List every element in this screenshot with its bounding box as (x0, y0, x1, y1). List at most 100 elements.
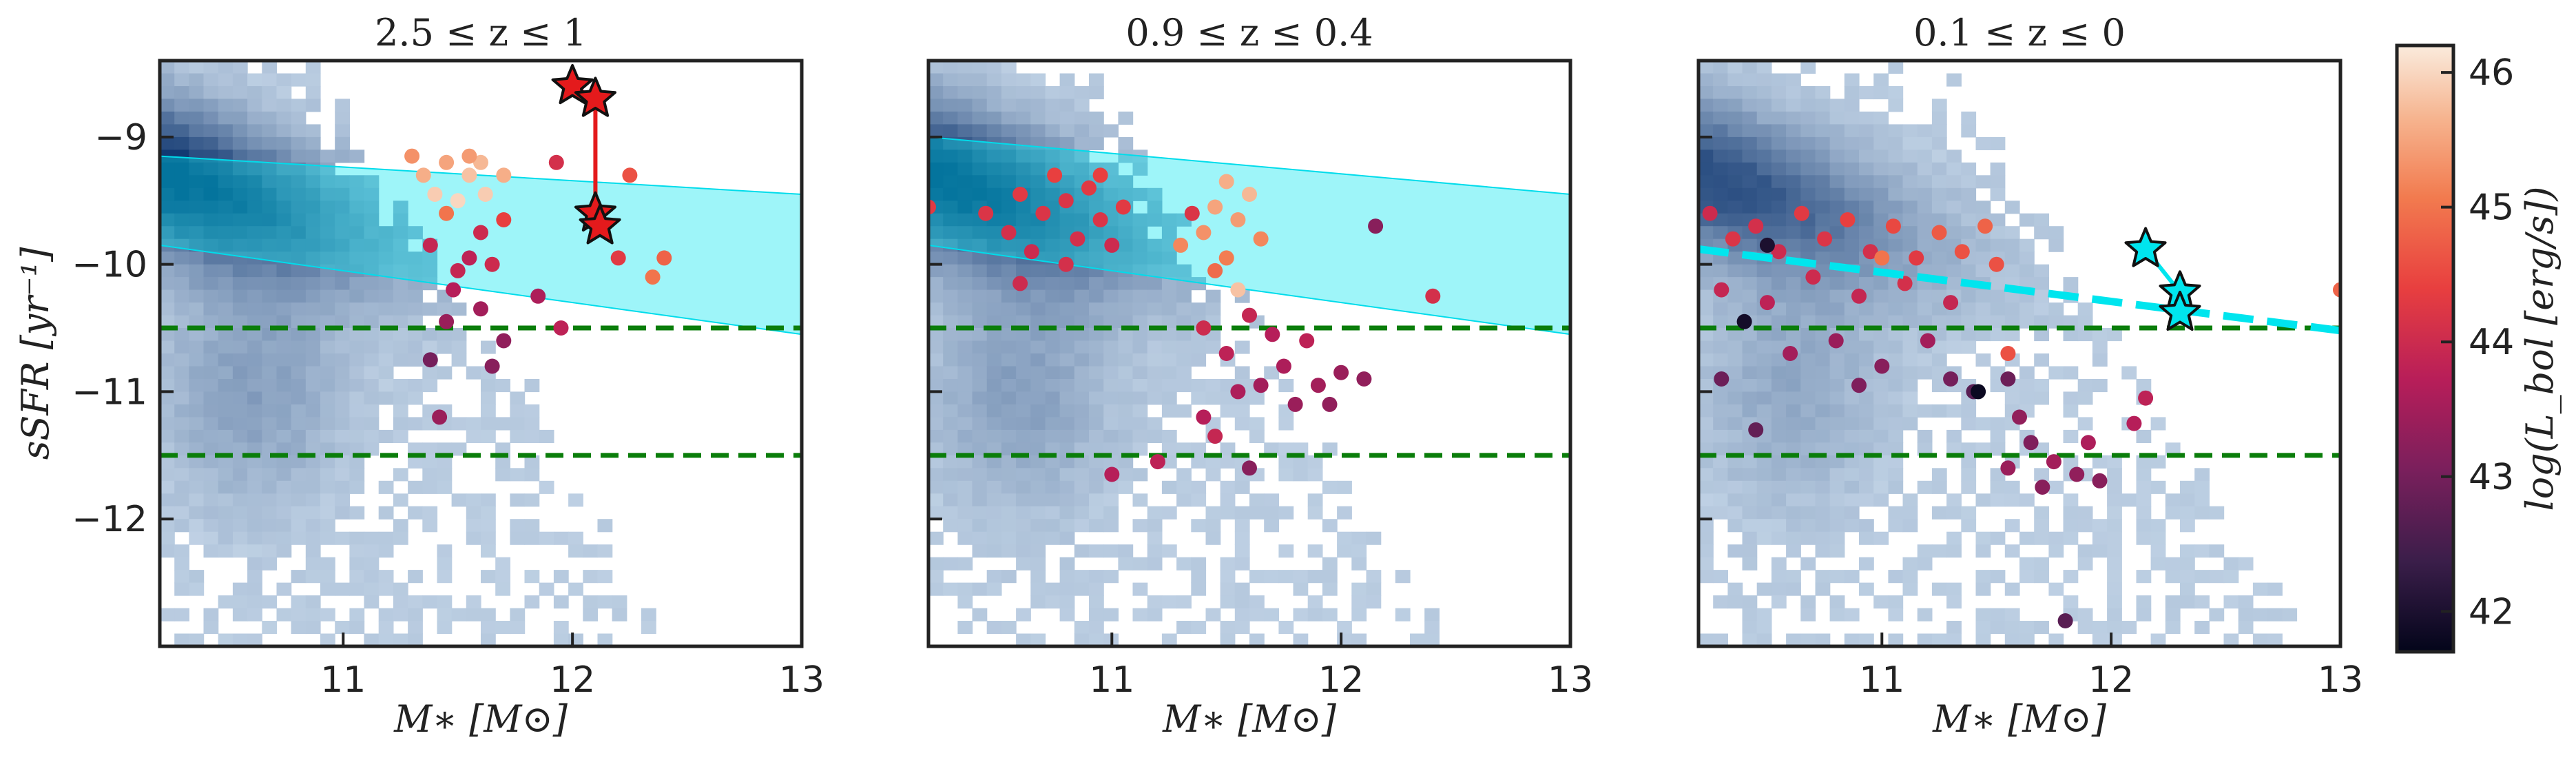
hist-cell (957, 238, 973, 252)
hist-cell (481, 417, 496, 431)
hist-cell (1699, 86, 1714, 100)
hist-cell (957, 162, 973, 176)
hist-cell (1234, 621, 1250, 635)
hist-cell (262, 519, 278, 533)
hist-cell (597, 570, 613, 584)
hist-cell (1946, 340, 1962, 354)
hist-cell (1699, 264, 1714, 278)
hist-cell (553, 531, 569, 545)
hist-cell (1961, 124, 1977, 138)
hist-cell (1727, 150, 1743, 163)
hist-cell (1975, 582, 1991, 596)
hist-cell (1859, 124, 1874, 138)
data-point (2000, 346, 2016, 361)
hist-cell (174, 99, 189, 112)
hist-cell (986, 136, 1002, 150)
hist-cell (1961, 519, 1977, 533)
hist-cell (1045, 226, 1061, 240)
hist-cell (174, 480, 189, 494)
hist-cell (1771, 340, 1787, 354)
hist-cell (203, 124, 219, 138)
hist-cell (1829, 379, 1845, 393)
hist-cell (1829, 366, 1845, 380)
hist-cell (364, 289, 380, 303)
data-point (1356, 371, 1372, 387)
hist-cell (174, 391, 189, 405)
hist-cell (1234, 557, 1250, 571)
hist-cell (1961, 289, 1977, 303)
hist-cell (957, 468, 973, 482)
hist-cell (262, 366, 278, 380)
hist-cell (1220, 404, 1236, 418)
hist-cell (495, 468, 510, 482)
hist-cell (203, 226, 219, 240)
hist-cell (1859, 442, 1874, 456)
hist-cell (320, 277, 335, 291)
hist-cell (1161, 238, 1177, 252)
hist-cell (1815, 353, 1831, 367)
hist-cell (305, 391, 321, 405)
hist-cell (1815, 480, 1831, 494)
hist-cell (1727, 175, 1743, 189)
hist-cell (957, 353, 973, 367)
hist-cell (305, 213, 321, 227)
hist-cell (1001, 404, 1017, 418)
hist-cell (986, 391, 1002, 405)
hist-cell (1902, 187, 1918, 201)
hist-cell (1161, 366, 1177, 380)
hist-cell (320, 175, 335, 189)
hist-cell (174, 277, 189, 291)
hist-cell (437, 621, 453, 635)
hist-cell (1118, 379, 1134, 393)
hist-cell (2048, 238, 2064, 252)
hist-cell (160, 99, 175, 112)
hist-cell (957, 519, 973, 533)
hist-cell (1147, 557, 1163, 571)
hist-cell (1322, 608, 1338, 622)
hist-cell (972, 86, 988, 100)
hist-cell (364, 251, 380, 265)
hist-cell (305, 201, 321, 214)
data-point (1885, 218, 1901, 234)
hist-cell (1931, 633, 1947, 646)
hist-cell (203, 264, 219, 278)
hist-cell (1699, 379, 1714, 393)
hist-cell (203, 429, 219, 443)
hist-cell (1147, 391, 1163, 405)
hist-cell (189, 468, 205, 482)
hist-cell (928, 175, 944, 189)
hist-cell (1045, 353, 1061, 367)
hist-cell (1103, 302, 1119, 316)
hist-cell (393, 251, 408, 265)
hist-cell (218, 238, 233, 252)
hist-cell (1132, 289, 1148, 303)
hist-cell (1249, 633, 1265, 646)
evolution-track (2124, 227, 2201, 331)
colorbar-tick-label: 44 (2469, 322, 2514, 363)
hist-cell (291, 251, 307, 265)
hist-cell (1220, 493, 1236, 507)
hist-cell (2136, 480, 2152, 494)
hist-cell (1016, 264, 1031, 278)
hist-cell (1161, 595, 1177, 609)
hist-cell (986, 340, 1002, 354)
hist-cell (2223, 570, 2239, 584)
hist-cell (1713, 226, 1728, 240)
hist-cell (2077, 379, 2093, 393)
hist-cell (1132, 315, 1148, 329)
hist-cell (1351, 608, 1367, 622)
hist-cell (378, 277, 394, 291)
hist-cell (1990, 621, 2006, 635)
hist-cell (1132, 519, 1148, 533)
hist-cell (291, 493, 307, 507)
hist-cell (232, 201, 248, 214)
hist-cell (1888, 519, 1904, 533)
data-point (1207, 429, 1223, 444)
hist-cell (1844, 162, 1860, 176)
hist-cell (1322, 557, 1338, 571)
hist-cell (1815, 379, 1831, 393)
hist-cell (378, 328, 394, 342)
hist-cell (1713, 353, 1728, 367)
hist-cell (1713, 404, 1728, 418)
